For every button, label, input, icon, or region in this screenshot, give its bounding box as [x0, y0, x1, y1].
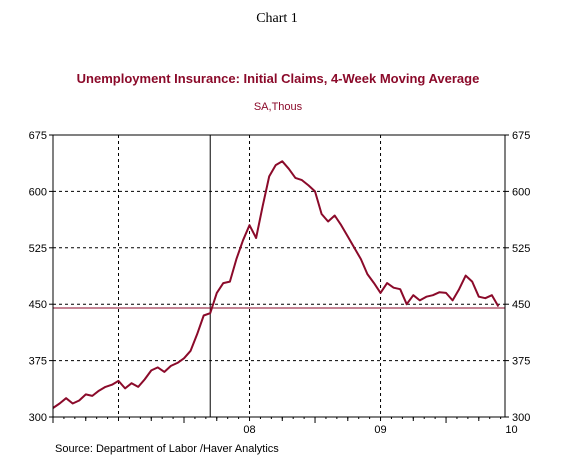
x-tick-label: 08 [243, 424, 255, 436]
y-tick-label-right: 450 [512, 299, 530, 311]
y-axis-left: 300 375 450 525 600 675 [29, 130, 53, 424]
chart-number: Chart 1 [256, 11, 298, 26]
series-group [52, 160, 500, 409]
y-tick-label-right: 375 [512, 356, 530, 368]
plot-frame [52, 134, 506, 418]
y-tick-label-left: 375 [29, 356, 47, 368]
chart-subtitle: SA,Thous [254, 101, 303, 113]
y-tick-label-left: 525 [29, 243, 47, 255]
source-note: Source: Department of Labor /Haver Analy… [55, 443, 279, 455]
y-tick-label-right: 675 [512, 130, 530, 142]
grid-lines [53, 135, 505, 417]
y-tick-label-right: 600 [512, 186, 530, 198]
y-tick-label-left: 600 [29, 186, 47, 198]
x-axis: 08 09 10 [52, 417, 518, 436]
chart-title: Unemployment Insurance: Initial Claims, … [77, 71, 480, 86]
y-axis-right: 300 375 450 525 600 675 [505, 130, 530, 424]
y-tick-label-left: 300 [29, 412, 47, 424]
y-tick-label-right: 525 [512, 243, 530, 255]
x-tick-label: 10 [505, 424, 517, 436]
x-tick-label: 09 [374, 424, 386, 436]
series-line-0 [52, 160, 500, 409]
y-tick-label-left: 675 [29, 130, 47, 142]
y-tick-label-left: 450 [29, 299, 47, 311]
y-tick-label-right: 300 [512, 412, 530, 424]
